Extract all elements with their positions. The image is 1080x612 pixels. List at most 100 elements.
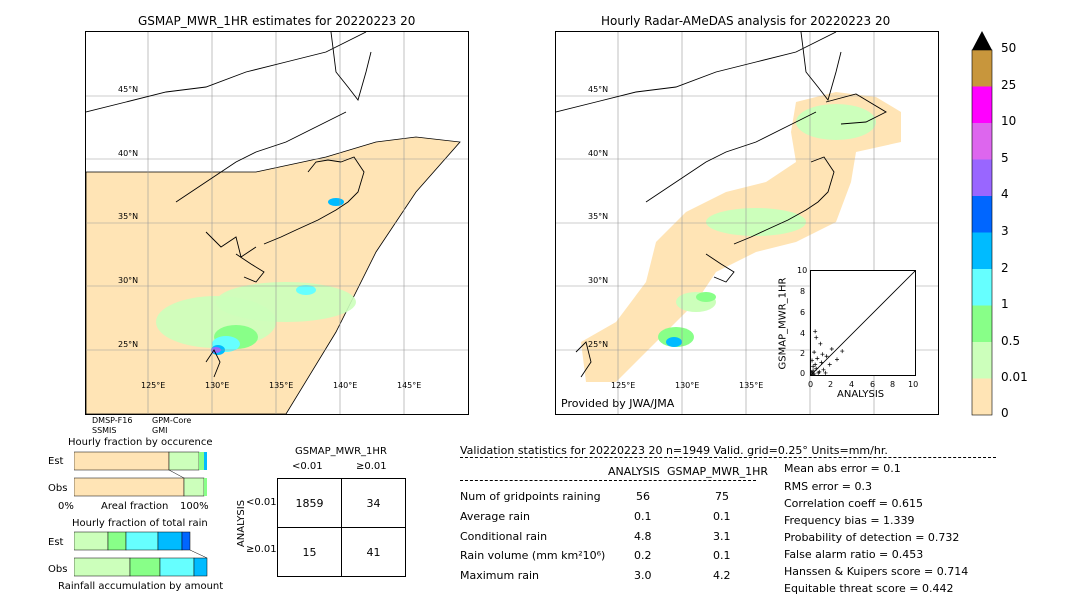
score-ets: Equitable threat score = 0.442 [784, 582, 954, 595]
colorbar [971, 31, 993, 416]
score-mae: Mean abs error = 0.1 [784, 462, 901, 475]
score-pod: Probability of detection = 0.732 [784, 531, 960, 544]
contingency-row-ge: ≥0.01 [246, 544, 277, 555]
scatter-xtick-4: 4 [849, 380, 855, 389]
total-rain-bars [74, 531, 208, 577]
colorbar-segment [972, 232, 992, 269]
radar-credit: Provided by JWA/JMA [561, 397, 675, 410]
stat-g-0: 75 [715, 490, 729, 503]
accumulation-label: Rainfall accumulation by amount [58, 581, 224, 592]
col-analysis: ANALYSIS [608, 465, 660, 478]
right-lon-130: 130°E [675, 381, 700, 390]
left-lon-145: 145°E [397, 381, 422, 390]
cell-hit: 41 [341, 527, 406, 577]
occurrence-title: Hourly fraction by occurence [68, 437, 213, 448]
left-map-title: GSMAP_MWR_1HR estimates for 20220223 20 [138, 14, 416, 28]
cb-tick-4: 4 [1001, 187, 1009, 201]
scatter-point [827, 362, 832, 367]
right-lat-35: 35°N [588, 212, 609, 221]
stat-label-1: Average rain [460, 510, 530, 523]
right-lat-25: 25°N [588, 340, 609, 349]
left-lat-30: 30°N [118, 276, 139, 285]
sensor-2-type: GMI [152, 426, 168, 435]
left-lon-135: 135°E [269, 381, 294, 390]
scatter-point [817, 369, 822, 374]
scatter-point [814, 335, 819, 340]
scatter-point [816, 370, 821, 375]
scatter-xtick-8: 8 [890, 380, 896, 389]
scatter-point [821, 367, 826, 372]
tot-est-label: Est [48, 537, 64, 548]
scatter-xtick-6: 6 [870, 380, 876, 389]
scatter-point [814, 366, 819, 371]
scatter-xtick-10: 10 [908, 380, 919, 389]
scatter-xtick-2: 2 [828, 380, 834, 389]
contingency-col-ge: ≥0.01 [356, 461, 387, 472]
stat-label-0: Num of gridpoints raining [460, 490, 601, 503]
colorbar-segment [972, 86, 992, 123]
score-rmse: RMS error = 0.3 [784, 480, 872, 493]
left-map [85, 31, 469, 415]
scatter-point [815, 356, 820, 361]
contingency-title: GSMAP_MWR_1HR [295, 446, 387, 457]
score-far: False alarm ratio = 0.453 [784, 548, 924, 561]
tot-obs-label: Obs [48, 564, 68, 575]
sensor-2-name: GPM-Core [152, 416, 192, 425]
cell-false-alarm: 34 [341, 478, 406, 528]
sensor-1-type: SSMIS [92, 426, 117, 435]
stat-label-2: Conditional rain [460, 530, 548, 543]
cb-tick-0-01: 0.01 [1001, 370, 1028, 384]
colorbar-segment [972, 342, 992, 379]
scatter-ytick-8: 8 [800, 287, 806, 296]
stat-a-2: 4.8 [634, 530, 652, 543]
occurrence-bars [74, 451, 207, 497]
occ-zero: 0% [58, 501, 74, 512]
scatter-point [819, 360, 824, 365]
scatter-ytick-2: 2 [800, 349, 806, 358]
validation-header: Validation statistics for 20220223 20 n=… [460, 444, 888, 457]
scatter-point [811, 368, 816, 373]
cb-tick-10: 10 [1001, 114, 1017, 128]
stat-label-3: Rain volume (mm km²10⁶) [460, 549, 606, 562]
left-lat-25: 25°N [118, 340, 139, 349]
right-map-title: Hourly Radar-AMeDAS analysis for 2022022… [601, 14, 891, 28]
scatter-point [829, 347, 834, 351]
left-lat-35: 35°N [118, 212, 139, 221]
scatter-point [840, 349, 845, 354]
colorbar-segment [972, 269, 992, 306]
colorbar-segment [972, 159, 992, 196]
scatter-point [818, 341, 823, 346]
scatter-point [813, 329, 818, 334]
cell-miss: 15 [277, 527, 342, 577]
cb-tick-1: 1 [1001, 297, 1009, 311]
stat-a-1: 0.1 [634, 510, 652, 523]
scatter-point [810, 358, 815, 363]
colorbar-segment [972, 196, 992, 233]
stat-g-4: 4.2 [713, 569, 731, 582]
scatter-canvas [809, 270, 916, 377]
colorbar-segment [972, 378, 992, 415]
scatter-point [820, 352, 825, 357]
right-lon-135: 135°E [739, 381, 764, 390]
scatter-ytick-6: 6 [800, 308, 806, 317]
validation-subdivider [460, 480, 756, 481]
occ-est-label: Est [48, 456, 64, 467]
left-lon-125: 125°E [141, 381, 166, 390]
stat-a-3: 0.2 [634, 549, 652, 562]
scatter-plot [809, 270, 916, 377]
stat-g-1: 0.1 [713, 510, 731, 523]
cb-tick-0-5: 0.5 [1001, 334, 1021, 348]
cb-tick-0: 0 [1001, 406, 1009, 420]
stat-g-3: 0.1 [713, 549, 731, 562]
cb-tick-3: 3 [1001, 224, 1009, 238]
contingency-table: 1859 34 15 41 [277, 478, 406, 577]
stat-a-0: 56 [636, 490, 650, 503]
right-lat-30: 30°N [588, 276, 609, 285]
right-lat-45: 45°N [588, 85, 609, 94]
left-lat-45: 45°N [118, 85, 139, 94]
stat-a-4: 3.0 [634, 569, 652, 582]
scatter-ylabel: GSMAP_MWR_1HR [777, 277, 789, 370]
score-hk: Hanssen & Kuipers score = 0.714 [784, 565, 969, 578]
cb-tick-50: 50 [1001, 41, 1017, 55]
left-lon-130: 130°E [205, 381, 230, 390]
